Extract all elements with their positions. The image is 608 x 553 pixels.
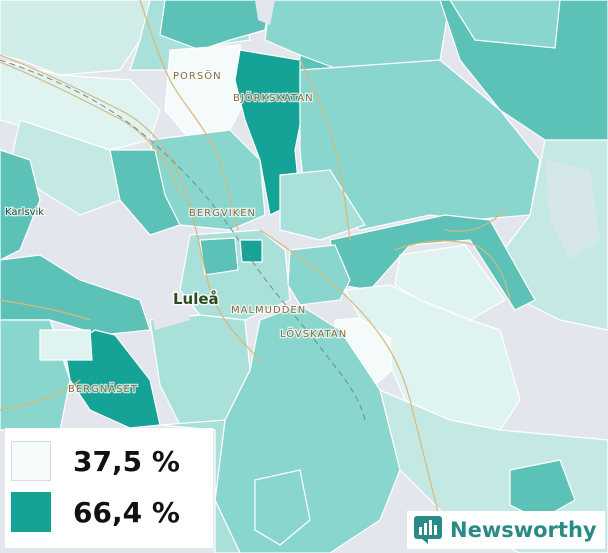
region-karlsvik	[0, 149, 41, 261]
region-harbor-strip	[329, 214, 536, 311]
region-north-small	[159, 0, 271, 51]
region-center-mid	[279, 169, 366, 241]
label-porson: PORSÖN	[173, 69, 222, 82]
railway	[0, 59, 366, 421]
water-inlet-2	[150, 300, 190, 330]
label-lovskatan: LÖVSKATAN	[280, 327, 347, 340]
legend: 37,5 % 66,4 %	[5, 428, 213, 548]
water-inlet-1	[255, 0, 275, 25]
label-bergnaset: BERGNÄSET	[68, 382, 138, 395]
region-bergnaset-west	[39, 329, 93, 361]
region-south-west-center	[149, 314, 251, 426]
legend-swatch-min	[11, 441, 51, 481]
newsworthy-wordmark: Newsworthy	[450, 518, 597, 542]
label-lulea: Luleå	[173, 290, 219, 308]
label-malmudden: MALMUDDEN	[231, 305, 306, 316]
water-inlet-3	[545, 160, 600, 260]
region-south-west-lower	[159, 419, 241, 553]
newsworthy-logo-icon	[414, 516, 442, 544]
label-bjorkskatan: BJÖRKSKATAN	[233, 91, 314, 104]
legend-label-min: 37,5 %	[73, 444, 180, 478]
region-city-small-2	[239, 239, 263, 263]
region-city-small-1	[199, 237, 239, 276]
legend-label-max: 66,4 %	[73, 495, 180, 529]
region-east-bottom-blob	[254, 469, 311, 546]
legend-row-min: 37,5 %	[11, 441, 180, 481]
roads	[0, 0, 511, 521]
legend-row-max: 66,4 %	[11, 492, 180, 532]
region-east-bottom-blob-2	[509, 459, 576, 521]
region-west-of-bergviken	[109, 149, 181, 236]
legend-swatch-max	[11, 492, 51, 532]
region-north-east-light	[449, 0, 561, 49]
label-bergviken: BERGVIKEN	[189, 208, 256, 219]
label-karlsvik: Karlsvik	[5, 207, 44, 218]
newsworthy-brand: Newsworthy	[407, 511, 605, 549]
